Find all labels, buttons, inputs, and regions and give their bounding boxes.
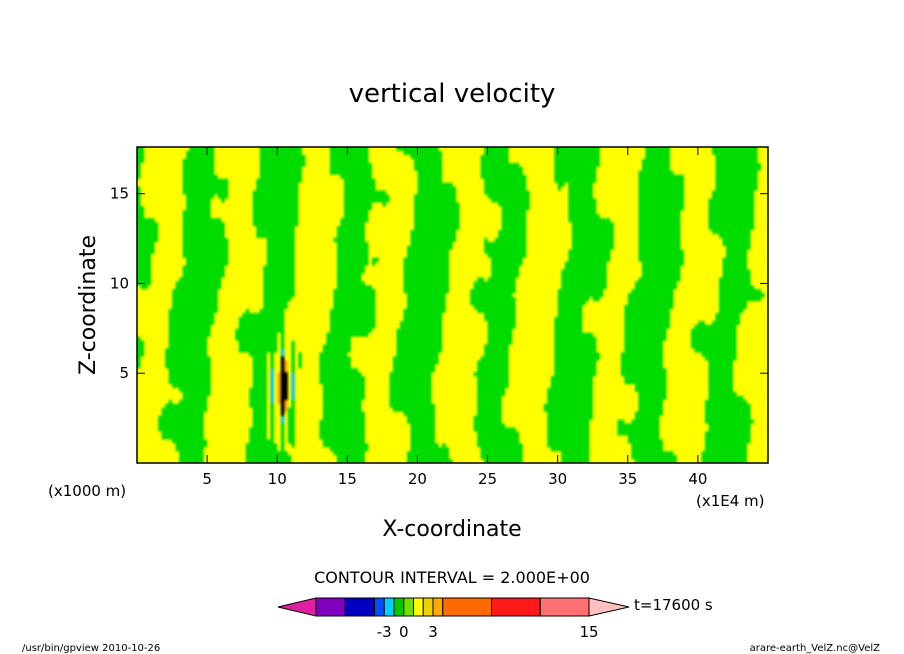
contour-fill: [137, 147, 768, 463]
colorbar: -3 0 3 15: [277, 597, 630, 641]
colorbar-segment: [315, 597, 346, 617]
colorbar-segment: [539, 597, 590, 617]
footer-right: arare-earth_VelZ.nc@VelZ: [750, 643, 881, 654]
colorbar-segment: [403, 597, 414, 617]
colorbar-segment: [413, 597, 424, 617]
x-axis-unit-left: (x1000 m): [48, 482, 126, 500]
y-tick-label: 5: [119, 364, 129, 382]
contour-interval-text: CONTOUR INTERVAL = 2.000E+00: [314, 568, 590, 587]
x-tick-label: 10: [268, 470, 287, 488]
colorbar-segment: [393, 597, 405, 617]
colorbar-segment: [432, 597, 444, 617]
contour-field: [137, 147, 768, 463]
x-tick-label: 20: [408, 470, 427, 488]
x-axis-unit-right: (x1E4 m): [696, 492, 765, 510]
x-tick-label: 35: [618, 470, 637, 488]
x-tick-label: 40: [688, 470, 707, 488]
colorbar-segment: [491, 597, 541, 617]
x-tick-label: 5: [202, 470, 212, 488]
y-tick-label: 15: [110, 185, 129, 203]
colorbar-segment: [422, 597, 434, 617]
colorbar-tick-label: 15: [579, 623, 598, 641]
footer-left: /usr/bin/gpview 2010-10-26: [22, 643, 160, 654]
y-tick-label: 10: [110, 274, 129, 292]
chart-title: vertical velocity: [349, 79, 556, 109]
colorbar-min-arrow: [277, 597, 317, 617]
colorbar-max-arrow: [588, 597, 630, 617]
colorbar-segment: [383, 597, 395, 617]
y-axis-label: Z-coordinate: [76, 235, 101, 375]
plot-frame: [136, 146, 769, 464]
x-tick-label: 30: [548, 470, 567, 488]
x-axis: 5 10 15 20 25 30 35 40: [202, 147, 707, 488]
y-axis: 5 10 15: [110, 185, 768, 382]
colorbar-segment: [442, 597, 492, 617]
colorbar-tick-label: 0: [399, 623, 409, 641]
colorbar-tick-label: 3: [428, 623, 438, 641]
colorbar-tick-label: -3: [377, 623, 392, 641]
colorbar-segment: [374, 597, 385, 617]
colorbar-segment: [344, 597, 375, 617]
x-tick-label: 15: [338, 470, 357, 488]
time-label: t=17600 s: [634, 596, 713, 614]
x-axis-label: X-coordinate: [382, 517, 521, 542]
x-tick-label: 25: [478, 470, 497, 488]
